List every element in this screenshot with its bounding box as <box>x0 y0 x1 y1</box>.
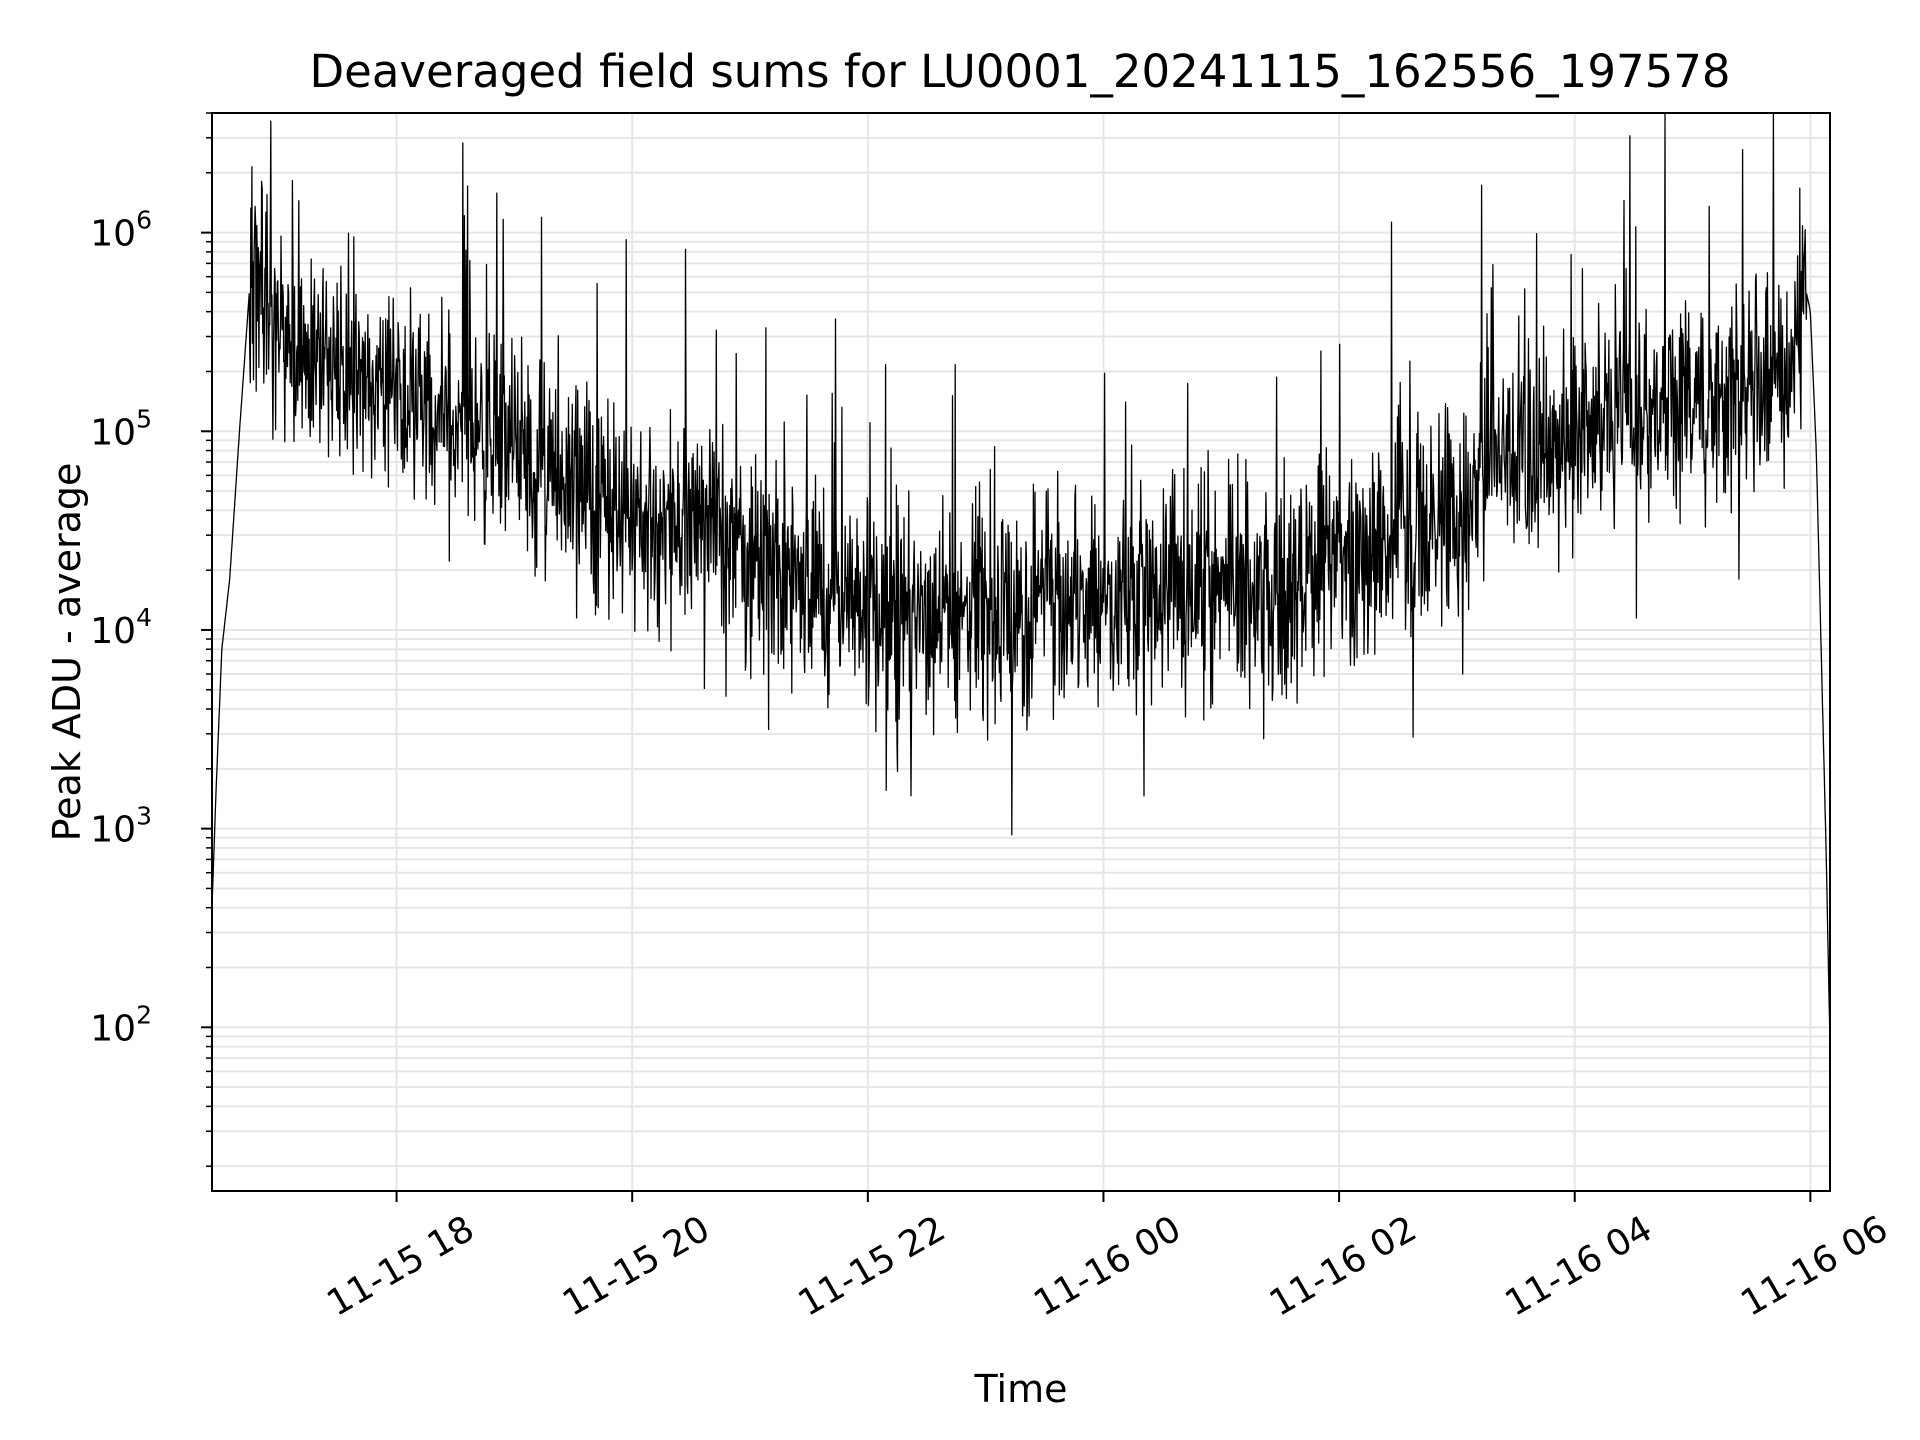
y-axis: 102 103 104 105 106 <box>90 112 212 1167</box>
x-tick-label: 11-15 20 <box>556 1208 717 1324</box>
x-tick-label: 11-16 00 <box>1027 1208 1188 1324</box>
x-tick-label: 11-15 22 <box>792 1208 953 1324</box>
y-tick-label: 103 <box>90 802 152 851</box>
y-tick-label: 104 <box>90 603 152 652</box>
y-tick-label: 106 <box>90 206 152 255</box>
y-axis-label: Peak ADU - average <box>45 463 89 842</box>
y-tick-label: 105 <box>90 404 152 453</box>
x-tick-label: 11-16 06 <box>1734 1208 1895 1324</box>
series-line <box>211 112 1831 1047</box>
x-tick-label: 11-16 04 <box>1499 1208 1660 1324</box>
chart-title: Deaveraged field sums for LU0001_2024111… <box>310 45 1731 98</box>
grid <box>212 112 1830 1191</box>
y-tick-label: 102 <box>90 1000 152 1049</box>
x-axis-label: Time <box>974 1367 1068 1411</box>
x-axis: 11-15 18 11-15 20 11-15 22 11-16 00 11-16 02… <box>320 1191 1895 1325</box>
x-tick-label: 11-16 02 <box>1263 1208 1424 1324</box>
data-series <box>211 112 1831 1047</box>
plot-frame <box>211 112 1831 1192</box>
x-tick-label: 11-15 18 <box>320 1208 481 1324</box>
